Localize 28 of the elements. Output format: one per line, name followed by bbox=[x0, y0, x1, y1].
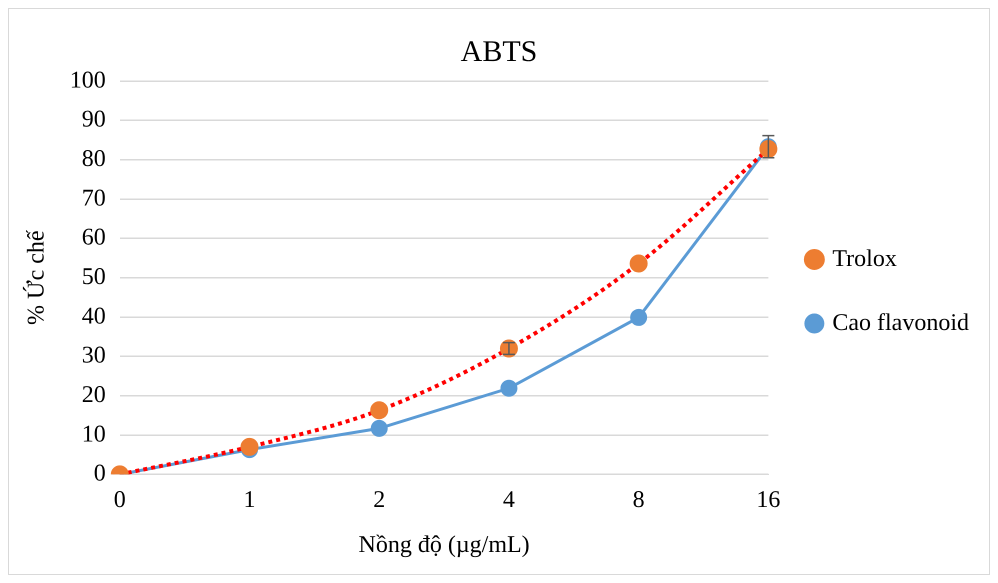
x-tick-label: 1 bbox=[244, 487, 256, 514]
x-axis-title: Nồng độ (µg/mL) bbox=[358, 532, 530, 558]
x-tick-label: 4 bbox=[502, 487, 515, 514]
legend-label: Cao flavonoid bbox=[832, 310, 969, 336]
point bbox=[630, 254, 648, 273]
y-tick-label: 80 bbox=[82, 146, 106, 172]
point bbox=[240, 438, 259, 456]
y-tick-label: 40 bbox=[82, 303, 106, 330]
x-tick-label: 8 bbox=[632, 487, 645, 514]
y-axis-title: % Ức chế bbox=[22, 229, 50, 325]
point bbox=[500, 380, 518, 397]
y-tick-label: 50 bbox=[82, 264, 106, 290]
y-tick-label: 90 bbox=[82, 106, 106, 133]
y-tick-label: 60 bbox=[82, 224, 106, 251]
point bbox=[370, 401, 388, 420]
chart-title: ABTS bbox=[460, 34, 538, 68]
point bbox=[630, 308, 648, 326]
x-tick-label: 16 bbox=[756, 487, 780, 514]
point bbox=[370, 420, 388, 437]
legend-label: Trolox bbox=[832, 246, 897, 272]
y-tick-label: 0 bbox=[94, 460, 106, 487]
y-tick-label: 70 bbox=[82, 185, 106, 212]
y-tick-label: 100 bbox=[70, 67, 106, 94]
x-tick-label: 0 bbox=[114, 487, 126, 514]
y-tick-label: 10 bbox=[82, 421, 106, 448]
y-tick-label: 20 bbox=[82, 382, 106, 408]
x-tick-label: 2 bbox=[373, 487, 386, 514]
y-tick-label: 30 bbox=[82, 342, 106, 369]
